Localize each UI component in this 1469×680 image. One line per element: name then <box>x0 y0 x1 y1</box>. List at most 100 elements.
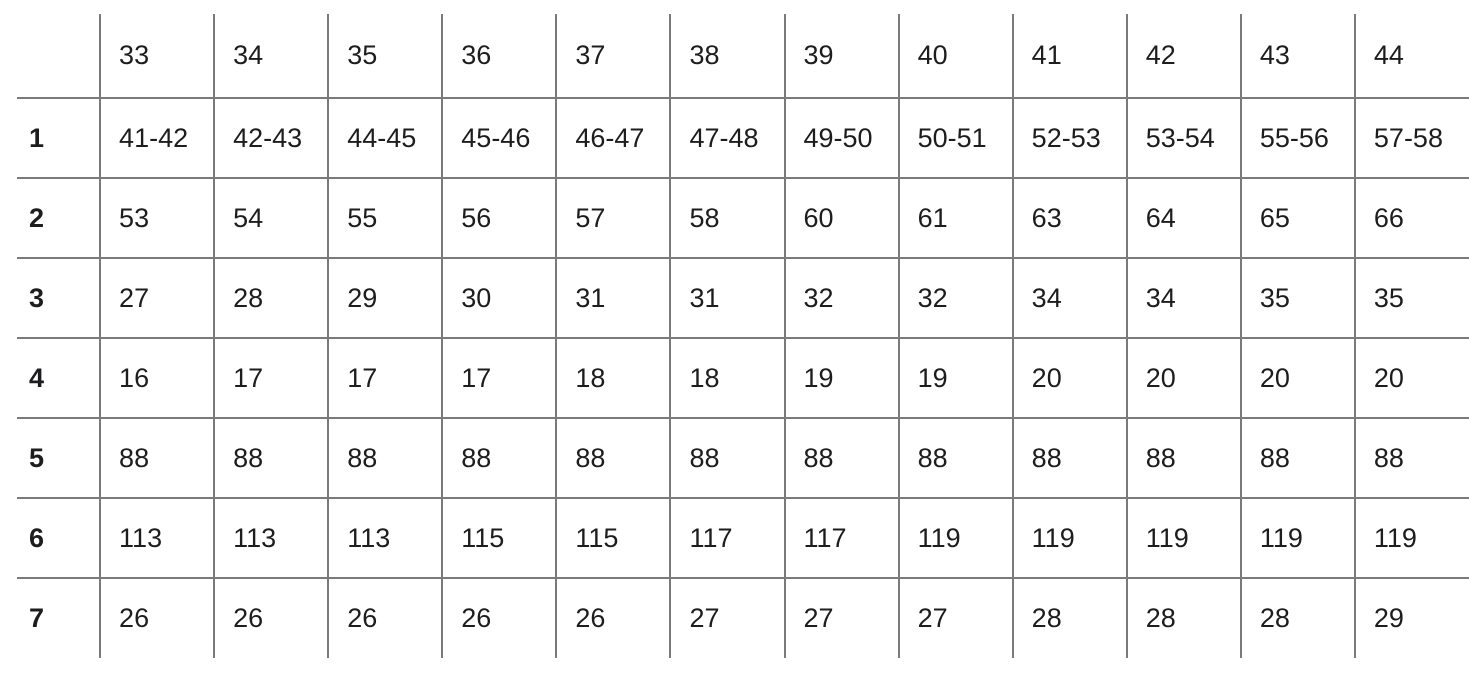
column-header: 42 <box>1125 14 1241 98</box>
table-cell: 88 <box>555 418 671 498</box>
table-cell: 47-48 <box>669 98 785 178</box>
table-row: 2 53 54 55 56 57 58 60 61 63 64 65 66 <box>17 178 1469 258</box>
table-cell: 57 <box>555 178 671 258</box>
column-header: 41 <box>1011 14 1127 98</box>
table-cell: 34 <box>1125 258 1241 338</box>
table-cell: 46-47 <box>555 98 671 178</box>
column-header: 33 <box>99 14 215 98</box>
table-cell: 119 <box>897 498 1013 578</box>
table-cell: 115 <box>441 498 557 578</box>
table-cell: 88 <box>897 418 1013 498</box>
table-cell: 28 <box>1125 578 1241 658</box>
row-label: 4 <box>29 362 45 393</box>
table-cell: 66 <box>1353 178 1469 258</box>
table-cell: 20 <box>1239 338 1355 418</box>
table-cell: 20 <box>1125 338 1241 418</box>
row-label: 7 <box>29 603 45 633</box>
table-row: 5 88 88 88 88 88 88 88 88 88 88 88 88 <box>17 418 1469 498</box>
column-header: 36 <box>441 14 557 98</box>
table-cell: 49-50 <box>783 98 899 178</box>
table-cell: 52-53 <box>1011 98 1127 178</box>
table-cell: 50-51 <box>897 98 1013 178</box>
column-header: 35 <box>327 14 443 98</box>
table-cell: 53-54 <box>1125 98 1241 178</box>
table-cell: 119 <box>1011 498 1127 578</box>
header-row: 33 34 35 36 37 38 39 40 41 42 43 44 <box>17 14 1469 98</box>
table-cell: 27 <box>783 578 899 658</box>
table-cell: 55-56 <box>1239 98 1355 178</box>
column-header: 44 <box>1353 14 1469 98</box>
table-cell: 55 <box>327 178 443 258</box>
table-cell: 88 <box>327 418 443 498</box>
table-cell: 119 <box>1353 498 1469 578</box>
table-cell: 53 <box>99 178 215 258</box>
table-cell: 88 <box>1011 418 1127 498</box>
table-cell: 88 <box>783 418 899 498</box>
row-label: 6 <box>29 522 45 553</box>
table-cell: 113 <box>213 498 329 578</box>
table-cell: 88 <box>213 418 329 498</box>
table-cell: 57-58 <box>1353 98 1469 178</box>
table-cell: 88 <box>1125 418 1241 498</box>
table-cell: 20 <box>1011 338 1127 418</box>
table-cell: 54 <box>213 178 329 258</box>
table-row: 1 41-42 42-43 44-45 45-46 46-47 47-48 49-50 50-5… <box>17 98 1469 178</box>
table-cell: 29 <box>327 258 443 338</box>
table-cell: 32 <box>783 258 899 338</box>
table-cell: 88 <box>1353 418 1469 498</box>
table-cell: 42-43 <box>213 98 329 178</box>
table-cell: 115 <box>555 498 671 578</box>
table-cell: 44-45 <box>327 98 443 178</box>
table-cell: 63 <box>1011 178 1127 258</box>
table-cell: 58 <box>669 178 785 258</box>
table-cell: 26 <box>213 578 329 658</box>
table-cell: 60 <box>783 178 899 258</box>
table-cell: 17 <box>441 338 557 418</box>
table-cell: 117 <box>783 498 899 578</box>
table-cell: 28 <box>1239 578 1355 658</box>
table-cell: 16 <box>99 338 215 418</box>
table-cell: 28 <box>213 258 329 338</box>
table-cell: 45-46 <box>441 98 557 178</box>
table-cell: 32 <box>897 258 1013 338</box>
table-row: 6 113 113 113 115 115 117 117 119 119 119 119 119 <box>17 498 1469 578</box>
table-cell: 56 <box>441 178 557 258</box>
table-cell: 35 <box>1239 258 1355 338</box>
column-header: 40 <box>897 14 1013 98</box>
table-cell: 113 <box>99 498 215 578</box>
table-cell: 28 <box>1011 578 1127 658</box>
row-label: 2 <box>29 202 45 233</box>
table-cell: 26 <box>441 578 557 658</box>
table-cell: 64 <box>1125 178 1241 258</box>
table-cell: 31 <box>669 258 785 338</box>
table-cell: 26 <box>327 578 443 658</box>
column-header: 37 <box>555 14 671 98</box>
column-header: 39 <box>783 14 899 98</box>
column-header: 34 <box>213 14 329 98</box>
table-cell: 17 <box>327 338 443 418</box>
table-cell: 27 <box>669 578 785 658</box>
row-label: 1 <box>29 122 45 153</box>
table-cell: 113 <box>327 498 443 578</box>
table-cell: 65 <box>1239 178 1355 258</box>
table-row: 4 16 17 17 17 18 18 19 19 20 20 20 20 <box>17 338 1469 418</box>
table-cell: 18 <box>669 338 785 418</box>
table-cell: 88 <box>441 418 557 498</box>
table-cell: 61 <box>897 178 1013 258</box>
table-cell: 17 <box>213 338 329 418</box>
table-cell: 35 <box>1353 258 1469 338</box>
table-cell: 34 <box>1011 258 1127 338</box>
row-label: 5 <box>29 442 45 473</box>
table-cell: 117 <box>669 498 785 578</box>
table-cell: 27 <box>99 258 215 338</box>
column-header: 43 <box>1239 14 1355 98</box>
table-cell: 88 <box>669 418 785 498</box>
table-cell: 119 <box>1125 498 1241 578</box>
corner-cell <box>17 14 100 98</box>
table-cell: 26 <box>555 578 671 658</box>
table-cell: 41-42 <box>99 98 215 178</box>
size-chart-table: 33 34 35 36 37 38 39 40 41 42 43 44 1 41-42 42-43 44-4… <box>17 14 1469 658</box>
table-row: 3 27 28 29 30 31 31 32 32 34 34 35 35 <box>17 258 1469 338</box>
table-cell: 88 <box>1239 418 1355 498</box>
